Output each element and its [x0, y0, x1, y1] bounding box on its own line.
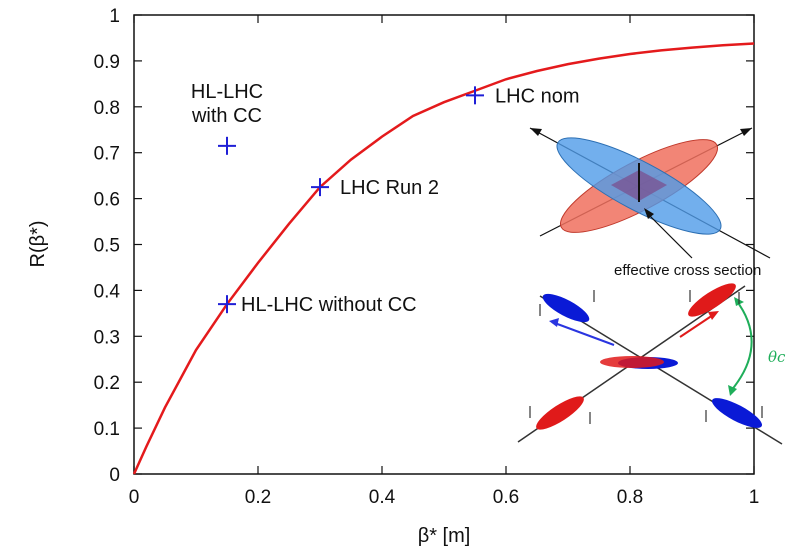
- y-tick-label: 0.9: [94, 52, 120, 73]
- x-tick-label: 0.6: [493, 487, 519, 508]
- x-tick-label: 0: [129, 487, 140, 508]
- x-axis-title: β* [m]: [418, 525, 471, 547]
- bunch-red-center: [600, 356, 664, 368]
- y-tick-label: 0.4: [94, 281, 121, 302]
- bunch-blue: [542, 293, 590, 323]
- marker-label: HL-LHC without CC: [241, 294, 417, 316]
- crossing-beams-illustration: effective cross section: [529, 127, 771, 279]
- crab-crossing-illustration: θc: [517, 283, 786, 445]
- y-tick-label: 0.3: [94, 327, 120, 348]
- y-tick-label: 1: [109, 6, 120, 27]
- r-beta-curve: [132, 42, 755, 475]
- data-point-marker: [218, 136, 236, 155]
- y-tick-label: 0.2: [94, 373, 120, 394]
- x-tick-label: 1: [749, 487, 760, 508]
- x-tick-label: 0.4: [369, 487, 396, 508]
- y-tick-label: 0.6: [94, 190, 120, 211]
- x-tick-label: 0.8: [617, 487, 643, 508]
- y-tick-label: 0.8: [94, 98, 120, 119]
- arrowhead: [740, 128, 752, 136]
- marker-label: with CC: [191, 105, 262, 127]
- data-point-marker: [311, 178, 329, 197]
- bunch-red: [536, 396, 584, 430]
- data-point-marker: [218, 295, 236, 314]
- bunch-red: [688, 283, 736, 317]
- marker-label: LHC nom: [495, 85, 579, 107]
- pointer-arrow: [645, 211, 693, 259]
- marker-label: HL-LHC: [191, 81, 263, 103]
- y-tick-label: 0.1: [94, 419, 120, 440]
- arrowhead-blue: [549, 318, 559, 327]
- effective-cross-section-label: effective cross section: [614, 262, 761, 279]
- motion-arrow-blue: [551, 321, 615, 346]
- x-tick-label: 0.2: [245, 487, 271, 508]
- marker-labels: HL-LHC without CC LHC Run 2 LHC nom HL-LHCw…: [191, 81, 580, 316]
- crossing-angle-label: θc: [768, 348, 786, 366]
- tick-labels: 0 0.2 0.4 0.6 0.8 1 0 0.1 0.2 0.3 0.4 0.5 0.6 0.7 0.8 0…: [94, 6, 760, 508]
- arrowhead: [644, 208, 654, 219]
- motion-arrow-red: [679, 312, 717, 338]
- bunch-blue: [711, 398, 763, 428]
- y-tick-label: 0: [109, 465, 120, 486]
- kick-arrows: [529, 290, 763, 424]
- marker-label: LHC Run 2: [340, 177, 439, 199]
- y-tick-label: 0.7: [94, 144, 120, 165]
- markers: [218, 86, 484, 314]
- y-axis-title: R(β*): [27, 220, 49, 267]
- crossing-angle-arc: [729, 299, 753, 393]
- y-tick-label: 0.5: [94, 236, 120, 257]
- arrowhead: [530, 128, 542, 136]
- data-point-marker: [466, 86, 484, 105]
- arrowhead-green: [728, 385, 737, 396]
- arrowhead-red: [708, 311, 719, 320]
